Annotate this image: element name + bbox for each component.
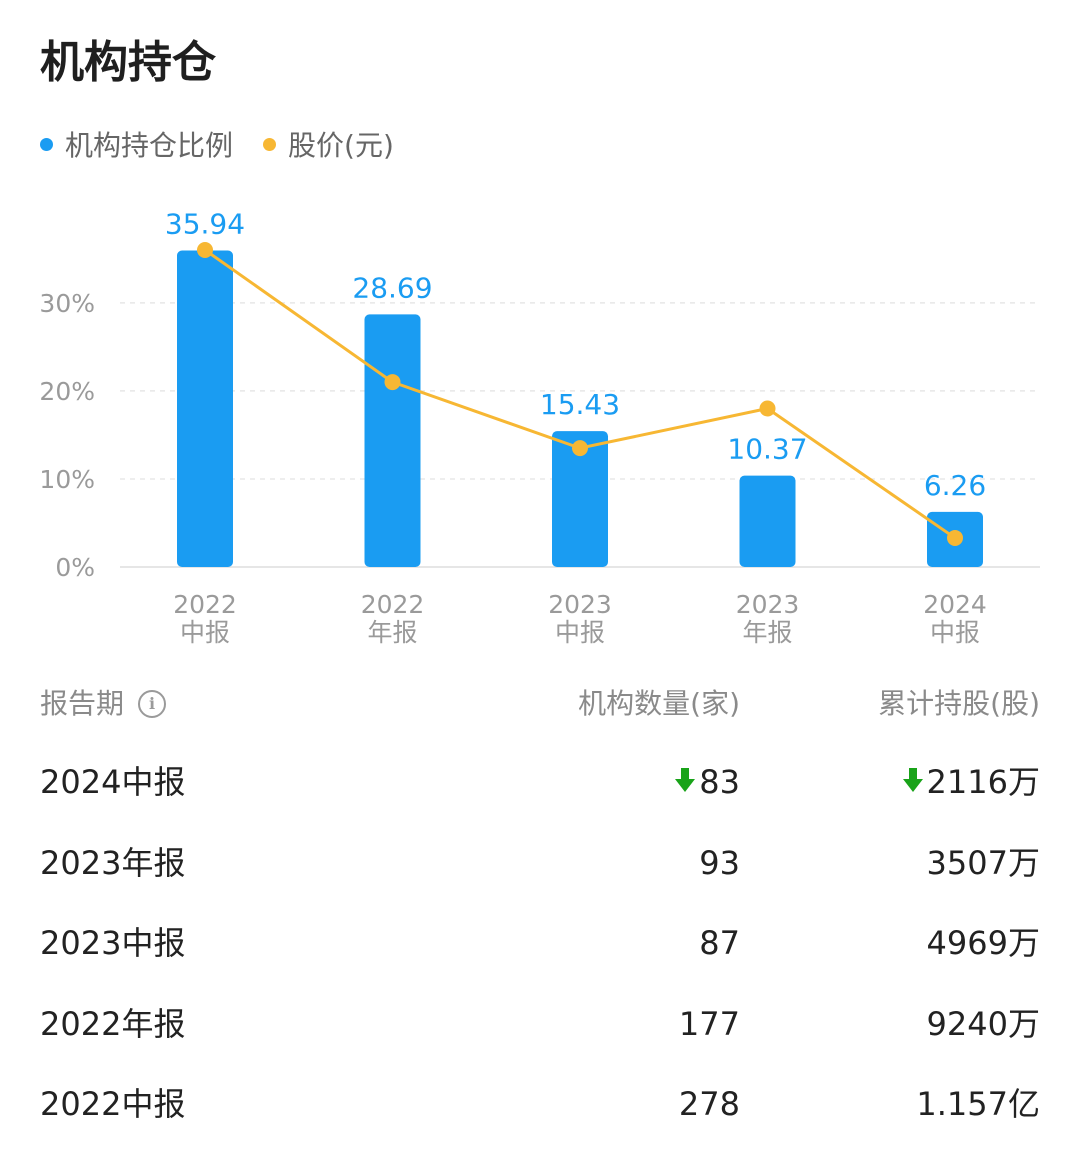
x-tick-label-type: 中报 <box>930 618 980 647</box>
header-count: 机构数量(家) <box>578 687 740 720</box>
legend-dot-ratio <box>40 137 53 151</box>
row-shares-value: 4969万 <box>926 924 1040 962</box>
row-shares-value: 2116万 <box>926 763 1040 801</box>
bar-value-label: 10.37 <box>727 433 807 466</box>
header-period-label: 报告期 <box>40 687 125 720</box>
y-tick-label: 30% <box>39 289 95 318</box>
price-point <box>197 242 213 258</box>
row-shares-value: 1.157亿 <box>916 1085 1040 1123</box>
legend-label-ratio: 机构持仓比例 <box>65 129 234 162</box>
row-count-value: 83 <box>699 763 740 801</box>
bar-value-label: 6.26 <box>924 469 986 502</box>
row-shares: 4969万 <box>927 913 1040 973</box>
row-shares: 1.157亿 <box>916 1074 1040 1134</box>
price-point <box>384 374 401 391</box>
row-period: 2024中报 <box>40 763 186 801</box>
price-point <box>947 529 963 546</box>
table-row[interactable]: 2023年报 93 3507万 <box>40 833 1040 893</box>
row-count-value: 87 <box>699 924 740 962</box>
x-tick-label-type: 中报 <box>555 618 605 647</box>
y-tick-label: 0% <box>55 553 95 582</box>
bar <box>364 314 421 567</box>
x-tick-label-year: 2024 <box>923 590 987 619</box>
row-period: 2022年报 <box>40 1004 186 1043</box>
row-shares: 3507万 <box>927 833 1040 893</box>
table-row[interactable]: 2022中报 278 1.157亿 <box>40 1074 1040 1134</box>
x-tick-label-year: 2022 <box>361 590 425 619</box>
row-count-value: 278 <box>678 1085 740 1123</box>
row-count-value: 177 <box>678 1004 740 1043</box>
y-tick-label: 10% <box>39 465 95 494</box>
row-count: 278 <box>679 1074 740 1134</box>
row-shares: 9240万 <box>927 994 1040 1054</box>
y-tick-label: 20% <box>39 377 95 406</box>
row-period: 2023年报 <box>40 843 186 882</box>
x-tick-label-type: 年报 <box>367 618 417 647</box>
holding-chart: 0%10%20%30%35.9428.6915.4310.376.262022中… <box>39 208 1040 647</box>
x-tick-label-year: 2023 <box>548 590 612 619</box>
bar <box>177 250 233 568</box>
info-icon[interactable]: i <box>138 690 167 718</box>
row-period: 2023中报 <box>40 924 186 962</box>
price-point <box>572 440 588 457</box>
legend-dot-price <box>263 137 277 151</box>
x-tick-label-type: 中报 <box>180 618 230 647</box>
bar-value-label: 35.94 <box>165 208 245 241</box>
legend-item-price[interactable]: 股价(元) <box>263 124 394 164</box>
page-title: 机构持仓 <box>40 37 216 88</box>
bar-value-label: 28.69 <box>352 271 432 304</box>
row-shares-value: 3507万 <box>926 843 1040 882</box>
x-tick-label-type: 年报 <box>742 618 792 647</box>
table-header: 报告期 i 机构数量(家) 累计持股(股) <box>40 682 1040 726</box>
row-shares: 2116万 <box>902 752 1040 812</box>
header-period: 报告期 i <box>40 682 167 726</box>
table-row[interactable]: 2024中报 83 2116万 <box>40 752 1040 812</box>
row-count: 87 <box>699 913 740 973</box>
bar <box>552 431 608 567</box>
bar-value-label: 15.43 <box>540 388 620 421</box>
row-period: 2022中报 <box>40 1085 186 1123</box>
down-arrow-icon <box>902 752 927 812</box>
legend-label-price: 股价(元) <box>288 129 394 162</box>
header-shares: 累计持股(股) <box>878 687 1040 720</box>
x-tick-label-year: 2023 <box>736 590 800 619</box>
row-count: 177 <box>679 994 740 1054</box>
row-count: 93 <box>699 833 740 893</box>
legend-item-ratio[interactable]: 机构持仓比例 <box>40 124 233 164</box>
price-point <box>759 400 776 417</box>
row-count-value: 93 <box>699 843 740 882</box>
down-arrow-icon <box>675 752 699 812</box>
row-count: 83 <box>675 752 740 812</box>
table-row[interactable]: 2023中报 87 4969万 <box>40 913 1040 973</box>
x-tick-label-year: 2022 <box>173 590 237 619</box>
chart-legend: 机构持仓比例 股价(元) <box>40 124 424 164</box>
bar <box>739 475 796 567</box>
table-row[interactable]: 2022年报 177 9240万 <box>40 994 1040 1054</box>
row-shares-value: 9240万 <box>926 1004 1040 1043</box>
